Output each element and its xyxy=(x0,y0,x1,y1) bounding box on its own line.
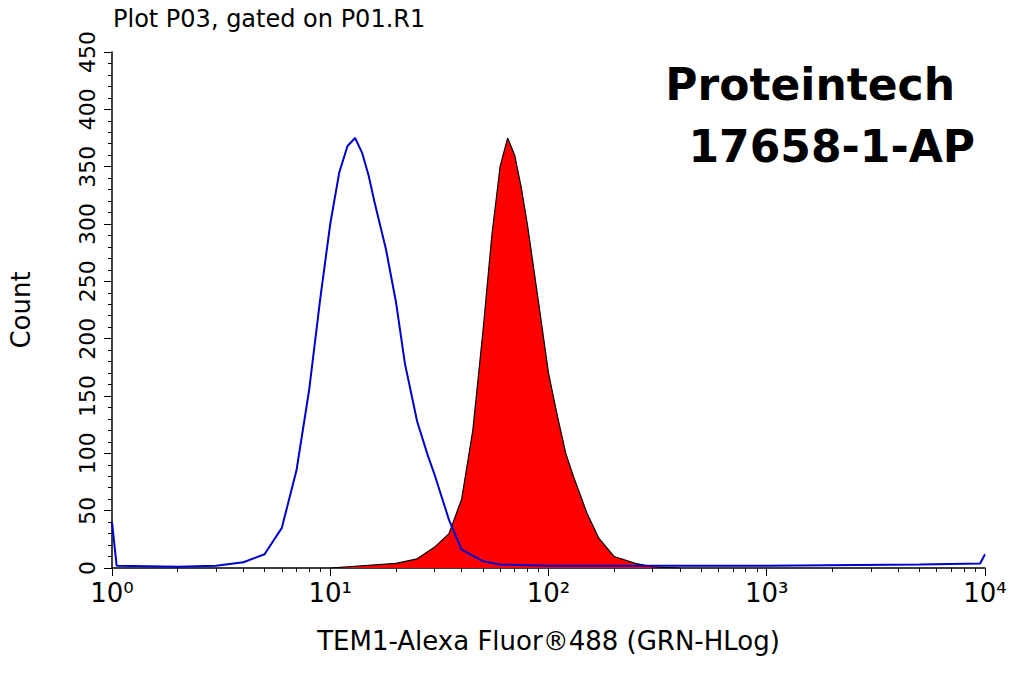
svg-text:0: 0 xyxy=(75,561,100,575)
svg-text:200: 200 xyxy=(75,318,100,360)
svg-text:450: 450 xyxy=(75,31,100,73)
svg-text:350: 350 xyxy=(75,146,100,188)
svg-text:100: 100 xyxy=(75,432,100,474)
svg-text:10⁴: 10⁴ xyxy=(963,578,1007,608)
svg-text:10³: 10³ xyxy=(745,578,789,608)
svg-text:10⁰: 10⁰ xyxy=(90,578,134,608)
svg-text:Proteintech: Proteintech xyxy=(665,59,955,110)
svg-text:400: 400 xyxy=(75,88,100,130)
svg-text:17658-1-AP: 17658-1-AP xyxy=(688,121,975,172)
svg-text:TEM1-Alexa Fluor®488 (GRN-HLog: TEM1-Alexa Fluor®488 (GRN-HLog) xyxy=(316,626,780,656)
svg-text:10¹: 10¹ xyxy=(308,578,352,608)
svg-text:50: 50 xyxy=(75,497,100,525)
svg-text:Plot P03, gated on P01.R1: Plot P03, gated on P01.R1 xyxy=(113,5,425,33)
svg-text:Count: Count xyxy=(6,271,36,348)
svg-text:10²: 10² xyxy=(527,578,571,608)
svg-text:150: 150 xyxy=(75,375,100,417)
svg-text:300: 300 xyxy=(75,203,100,245)
svg-text:250: 250 xyxy=(75,260,100,302)
